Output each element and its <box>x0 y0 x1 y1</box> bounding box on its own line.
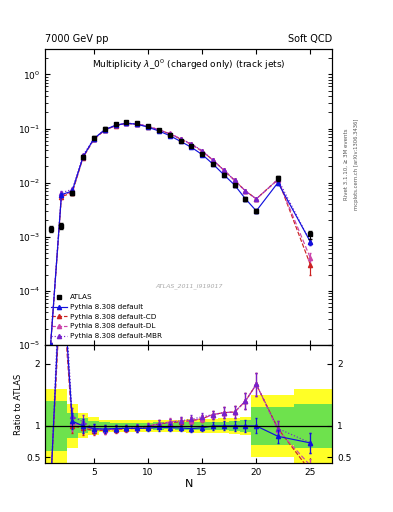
Text: Multiplicity $\lambda\_0^0$ (charged only) (track jets): Multiplicity $\lambda\_0^0$ (charged onl… <box>92 57 285 72</box>
Text: Soft QCD: Soft QCD <box>288 33 332 44</box>
Text: 7000 GeV pp: 7000 GeV pp <box>45 33 109 44</box>
Text: Rivet 3.1.10, ≥ 3M events: Rivet 3.1.10, ≥ 3M events <box>344 128 349 200</box>
Legend: ATLAS, Pythia 8.308 default, Pythia 8.308 default-CD, Pythia 8.308 default-DL, P: ATLAS, Pythia 8.308 default, Pythia 8.30… <box>49 292 164 342</box>
X-axis label: N: N <box>184 479 193 488</box>
Text: ATLAS_2011_I919017: ATLAS_2011_I919017 <box>155 283 222 289</box>
Text: mcplots.cern.ch [arXiv:1306.3436]: mcplots.cern.ch [arXiv:1306.3436] <box>354 118 359 209</box>
Y-axis label: Ratio to ATLAS: Ratio to ATLAS <box>14 373 23 435</box>
